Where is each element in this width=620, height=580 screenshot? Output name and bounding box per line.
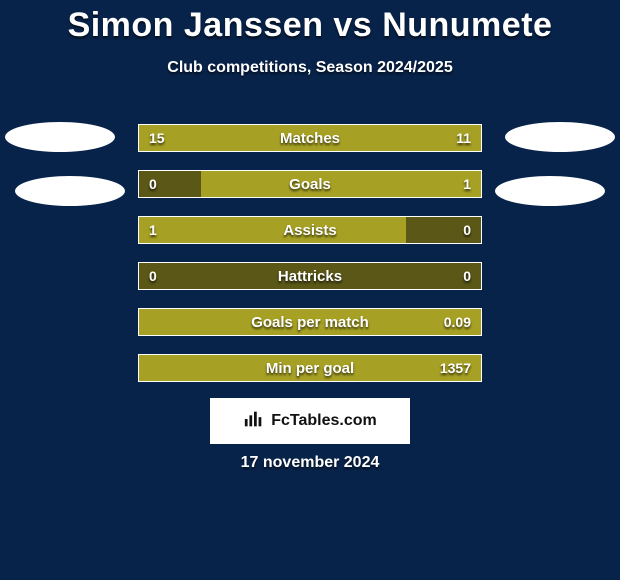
date-text: 17 november 2024 <box>0 454 620 472</box>
player-photo-right-1 <box>505 122 615 152</box>
chart-icon <box>243 408 265 435</box>
bar-fill-right <box>337 125 481 151</box>
page-title: Simon Janssen vs Nunumete <box>0 0 620 45</box>
stat-row-assists: 10Assists <box>138 216 482 244</box>
bar-fill-left <box>139 125 337 151</box>
bar-fill-right <box>310 263 481 289</box>
comparison-bars: 1511Matches 01Goals 10Assists 00Hattricks 0.… <box>138 124 482 400</box>
bar-fill-left <box>139 355 481 381</box>
stat-row-hattricks: 00Hattricks <box>138 262 482 290</box>
bar-fill-left <box>139 263 310 289</box>
page-subtitle: Club competitions, Season 2024/2025 <box>0 59 620 77</box>
bar-fill-right <box>406 217 481 243</box>
bar-fill-right <box>201 171 481 197</box>
stat-row-matches: 1511Matches <box>138 124 482 152</box>
bar-fill-left <box>139 217 406 243</box>
player-photo-right-2 <box>495 176 605 206</box>
bar-fill-right <box>259 309 481 335</box>
brand-text: FcTables.com <box>271 412 377 430</box>
stat-row-min-per-goal: 1357Min per goal <box>138 354 482 382</box>
stat-row-goals-per-match: 0.09Goals per match <box>138 308 482 336</box>
bar-fill-left <box>139 171 201 197</box>
brand-badge: FcTables.com <box>210 398 410 444</box>
stat-row-goals: 01Goals <box>138 170 482 198</box>
player-photo-left-2 <box>15 176 125 206</box>
player-photo-left-1 <box>5 122 115 152</box>
bar-fill-left <box>139 309 259 335</box>
